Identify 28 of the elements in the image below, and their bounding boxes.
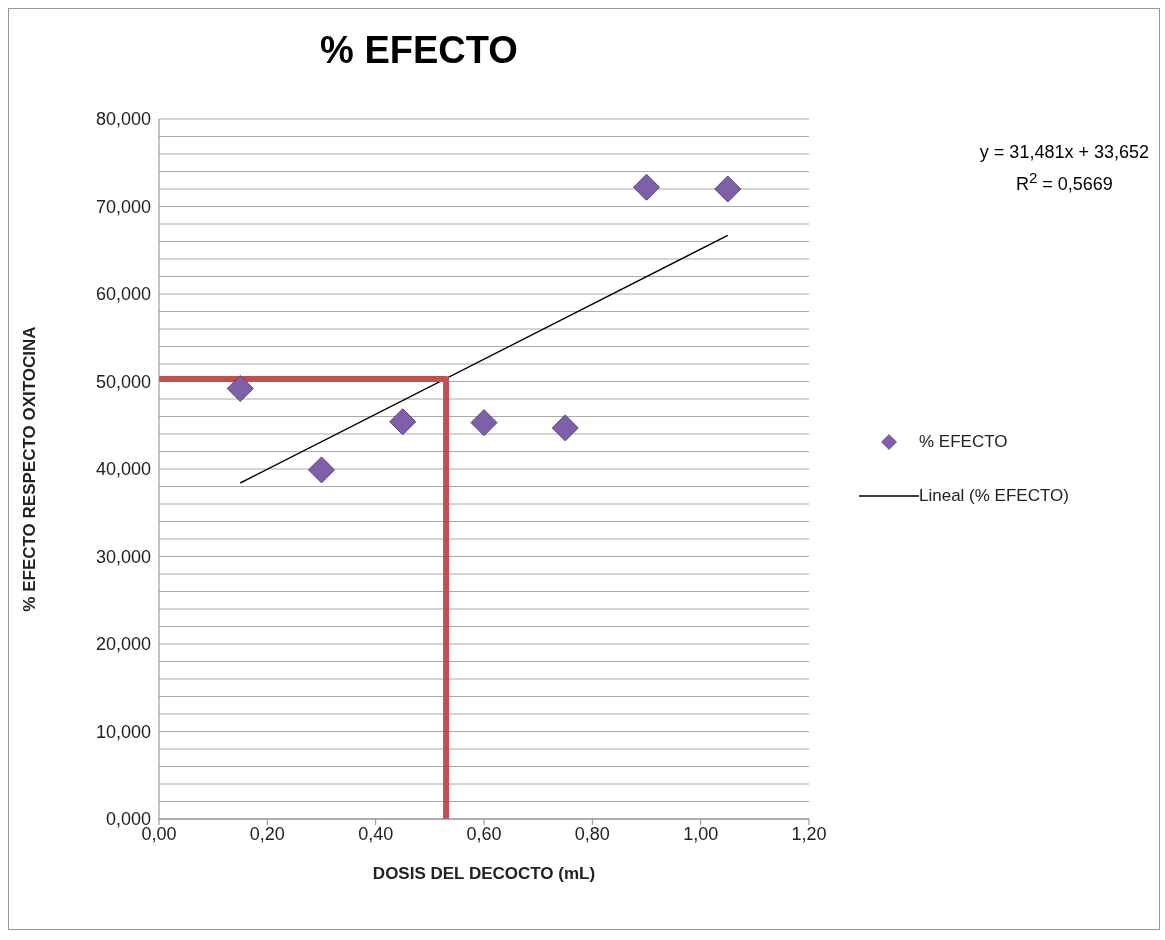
point bbox=[308, 456, 335, 484]
legend-label: % EFECTO bbox=[919, 432, 1008, 452]
x-tick-label: 1,00 bbox=[683, 823, 719, 844]
x-tick-label: 0,40 bbox=[358, 823, 394, 844]
y-axis-title: % EFECTO RESPECTO OXITOCINA bbox=[20, 326, 40, 612]
y-tick-label: 10,000 bbox=[95, 721, 151, 742]
point bbox=[389, 408, 417, 436]
y-tick-label: 40,000 bbox=[95, 459, 151, 480]
y-tick-label: 30,000 bbox=[95, 546, 151, 567]
point bbox=[226, 375, 254, 402]
x-tick-label: 0,60 bbox=[466, 823, 502, 844]
text: y = 31,481x + 33,652 bbox=[979, 141, 1149, 164]
y-tick-label: 50,000 bbox=[95, 371, 151, 392]
point bbox=[633, 173, 660, 201]
x-tick-label: 0,20 bbox=[249, 823, 285, 844]
chart-title: % EFECTO bbox=[319, 29, 519, 72]
point bbox=[470, 409, 498, 437]
x-axis-title: DOSIS DEL DECOCTO (mL) bbox=[372, 864, 596, 883]
y-tick-label: 60,000 bbox=[95, 284, 151, 305]
point bbox=[551, 414, 579, 442]
legend-label: Lineal (% EFECTO) bbox=[919, 486, 1069, 506]
y-tick-label: 70,000 bbox=[95, 196, 151, 217]
x-tick-label: 0,80 bbox=[574, 823, 610, 844]
point bbox=[714, 175, 742, 203]
y-tick-label: 80,000 bbox=[95, 109, 151, 130]
x-tick-label: 1,20 bbox=[791, 823, 827, 844]
text: R$^{2}$ = 0,5669 bbox=[1014, 168, 1114, 196]
y-tick-label: 20,000 bbox=[95, 634, 151, 655]
